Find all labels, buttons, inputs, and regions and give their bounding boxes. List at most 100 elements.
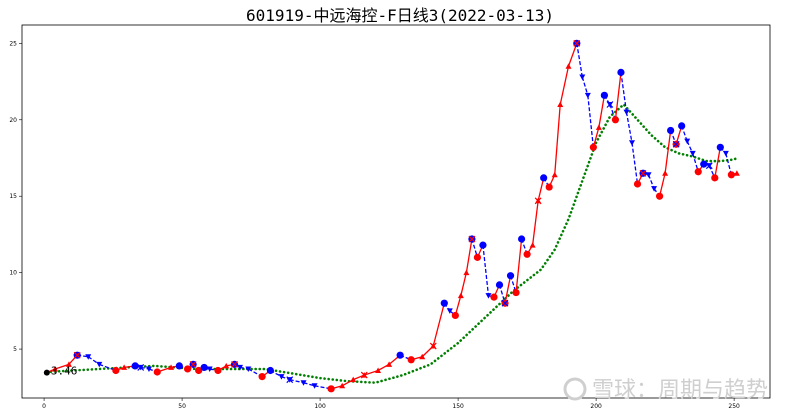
price-segment-down: [587, 95, 594, 148]
price-trough-marker: [258, 372, 266, 381]
price-segment-up: [664, 130, 672, 174]
price-cross-marker: [137, 364, 145, 371]
price-cross-marker: [606, 101, 614, 108]
price-trough-marker: [694, 168, 702, 176]
price-segment-down: [581, 76, 589, 96]
x-tick-label: 100: [314, 403, 326, 410]
price-segment-up: [614, 72, 622, 120]
price-trough-marker: [611, 116, 620, 124]
price-trough-marker: [153, 368, 161, 376]
price-segment-up: [598, 95, 606, 128]
price-trough-marker: [523, 250, 531, 258]
price-cross-marker: [231, 360, 238, 368]
price-segment-up: [658, 173, 666, 197]
axes: 0 50 100 150 200 250 5 10 15 20 25: [9, 40, 740, 410]
annotation-layer: 3.46: [43, 365, 77, 378]
x-tick-label: 150: [452, 403, 464, 410]
price-segment-up: [432, 303, 445, 347]
watermark-logo-icon: [563, 377, 587, 401]
price-segment-up: [460, 272, 468, 296]
price-trough-marker: [184, 365, 192, 373]
price-up-marker: [463, 269, 470, 276]
plot-frame: [21, 24, 771, 399]
price-peak-marker: [440, 299, 448, 307]
price-segment-up: [54, 363, 70, 370]
price-trough-marker: [473, 253, 482, 261]
watermark: 雪球：周期与趋势: [563, 377, 768, 403]
price-up-marker: [529, 242, 536, 248]
price-peak-marker: [600, 91, 608, 99]
price-up-marker: [223, 362, 230, 369]
price-peak-marker: [700, 160, 708, 168]
price-trough-marker: [727, 171, 735, 179]
price-down-marker: [722, 150, 729, 157]
price-up-marker: [386, 361, 393, 367]
price-down-marker: [645, 172, 652, 178]
price-peak-marker: [617, 68, 625, 76]
price-up-marker: [457, 292, 464, 299]
price-segment-up: [537, 177, 545, 201]
price-up-marker: [419, 353, 426, 360]
moving-average-series: [45, 102, 739, 385]
price-trough-marker: [112, 366, 120, 375]
price-peak-marker: [266, 366, 275, 375]
price-down-marker: [85, 354, 92, 360]
price-trough-marker: [711, 174, 719, 182]
price-series: [46, 39, 740, 393]
price-segment-up: [554, 104, 561, 175]
price-down-marker: [278, 374, 285, 380]
price-segment-up: [531, 200, 539, 246]
price-segment-up: [714, 147, 721, 178]
price-down-marker: [651, 186, 658, 192]
price-cross-marker: [73, 351, 81, 359]
price-down-marker: [689, 150, 696, 157]
price-segment-down: [289, 379, 304, 384]
price-cross-marker: [639, 169, 647, 177]
price-segment-up: [364, 369, 379, 376]
price-peak-marker: [200, 363, 208, 372]
x-tick-label: 0: [42, 403, 46, 410]
y-tick-label: 20: [9, 117, 17, 124]
moving-average-line: [45, 102, 739, 385]
price-trough-marker: [512, 288, 520, 297]
price-trough-marker: [655, 192, 664, 200]
price-segment-up: [504, 275, 512, 304]
price-up-marker: [662, 170, 669, 176]
start-price-annotation: 3.46: [51, 365, 77, 378]
price-trough-marker: [490, 293, 498, 301]
price-down-marker: [237, 364, 244, 371]
price-peak-marker: [506, 272, 515, 280]
price-cross-marker: [189, 360, 197, 368]
price-peak-marker: [540, 174, 548, 182]
price-cross-marker: [468, 235, 476, 243]
price-segment-up: [559, 66, 570, 105]
price-segment-down: [576, 43, 583, 78]
price-segment-down: [725, 153, 732, 175]
watermark-text: 雪球：周期与趋势: [592, 378, 768, 403]
price-peak-marker: [495, 281, 504, 289]
price-down-marker: [623, 109, 630, 116]
price-trough-marker: [327, 385, 335, 393]
price-up-marker: [52, 365, 59, 372]
price-down-marker: [300, 380, 307, 386]
price-segment-down: [625, 112, 633, 143]
y-tick-label: 25: [9, 40, 17, 47]
price-up-marker: [339, 382, 346, 389]
price-up-marker: [350, 376, 357, 383]
price-up-marker: [557, 101, 564, 107]
price-up-marker: [121, 364, 128, 370]
price-segment-down: [708, 165, 716, 179]
price-down-marker: [206, 366, 213, 372]
price-trough-marker: [195, 366, 203, 375]
y-tick-label: 15: [9, 193, 17, 200]
price-peak-marker: [678, 122, 686, 130]
price-segment-up: [567, 43, 578, 67]
x-tick-label: 250: [728, 403, 740, 410]
price-up-marker: [551, 171, 558, 178]
price-peak-marker: [517, 235, 526, 243]
price-trough-marker: [633, 180, 642, 188]
price-up-marker: [565, 63, 572, 69]
price-trough-marker: [214, 366, 222, 375]
x-tick-label: 50: [178, 403, 186, 410]
